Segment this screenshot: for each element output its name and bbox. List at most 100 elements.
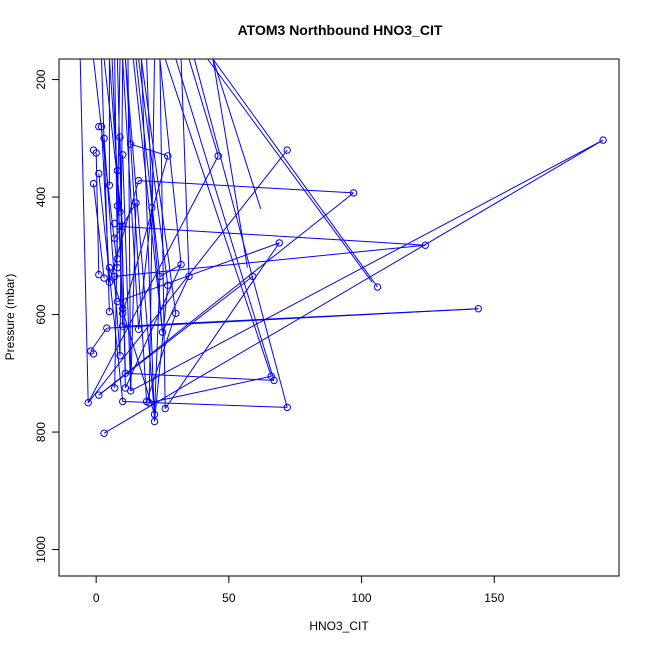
data-point [121, 369, 130, 377]
data-point [474, 305, 482, 313]
series-line-segment [151, 207, 163, 333]
data-point [113, 202, 122, 210]
series-line-segment [193, 58, 288, 408]
series-line-segment [149, 375, 272, 404]
data-point [105, 278, 114, 286]
data-point [111, 219, 119, 228]
data-point [111, 384, 119, 392]
x-axis-label: HNO3_CIT [309, 619, 369, 633]
data-point [119, 305, 127, 313]
data-point [119, 222, 127, 231]
data-point [95, 122, 103, 131]
data-point [119, 151, 127, 159]
data-point [113, 263, 122, 272]
series-line-segment [98, 173, 124, 402]
series-line-segment [159, 58, 166, 409]
data-point [116, 352, 124, 360]
data-point [150, 417, 159, 426]
data-point [142, 397, 151, 406]
series-line-segment [103, 138, 121, 356]
series-line-segment [188, 58, 219, 157]
data-point [172, 309, 180, 318]
series-line-segment [135, 58, 161, 277]
data-point [283, 146, 291, 154]
data-point [103, 324, 111, 332]
data-point [95, 391, 103, 399]
data-point [164, 152, 172, 160]
series-line-segment [146, 58, 153, 208]
series-line-segment [212, 58, 262, 209]
series-line-segment [164, 242, 280, 409]
series-line-segment [101, 58, 110, 312]
data-point [134, 176, 143, 185]
series-line-segment [108, 180, 140, 283]
series-line-segment [79, 58, 89, 403]
data-point [421, 241, 429, 249]
data-point [249, 272, 257, 281]
y-tick-label: 200 [34, 69, 48, 89]
series-line-segment [103, 58, 124, 227]
data-point [134, 325, 143, 333]
data-point [599, 136, 607, 144]
data-point [127, 140, 135, 148]
series-line-segment [122, 58, 140, 330]
data-point [119, 397, 127, 406]
series-line-segment [114, 244, 426, 277]
data-point [113, 255, 122, 263]
x-axis: 0 50 100 150 [93, 575, 505, 605]
series-line-segment [90, 327, 108, 352]
y-tick-label: 400 [34, 187, 48, 207]
series-line-segment [125, 372, 275, 381]
data-point [373, 283, 382, 291]
data-point [283, 403, 291, 412]
series-line-segment [98, 276, 254, 396]
x-tick-label: 100 [352, 591, 372, 605]
data-point [148, 203, 156, 212]
data-point [214, 152, 222, 160]
y-axis: 200 400 600 800 1000 [34, 69, 60, 563]
x-tick-label: 150 [484, 591, 504, 605]
y-tick-label: 600 [34, 304, 48, 324]
data-point [177, 260, 185, 269]
series-line-segment [180, 58, 190, 277]
series-line-segment [122, 308, 479, 327]
data-point [95, 270, 103, 279]
series-line-segment [119, 225, 426, 246]
x-tick-label: 0 [93, 591, 100, 605]
data-point [150, 410, 159, 419]
series-line-segment [138, 207, 153, 330]
data-point [132, 199, 140, 207]
series-line-segment [212, 58, 378, 288]
series-points [84, 122, 607, 437]
data-point [105, 263, 114, 272]
series-line-segment [87, 155, 219, 403]
data-point [119, 309, 127, 318]
data-point [97, 122, 106, 131]
data-point [275, 239, 283, 247]
data-point [89, 350, 98, 358]
data-point [113, 297, 122, 306]
series-line-segment [130, 139, 604, 392]
series-line-segment [95, 152, 100, 275]
data-point [89, 179, 98, 188]
series-line-segment [162, 276, 190, 333]
data-point [119, 322, 127, 330]
data-point [84, 399, 92, 407]
series-line-segment [116, 170, 124, 327]
series-line-segment [108, 267, 155, 415]
data-point [349, 189, 358, 197]
data-point [185, 272, 193, 281]
series-line-segment [122, 155, 169, 314]
series-line-segment [124, 264, 182, 389]
series-line-segment [154, 285, 169, 422]
data-point [89, 146, 98, 154]
series-line-segment [130, 202, 137, 391]
y-tick-label: 800 [34, 422, 48, 442]
series-line-segment [122, 154, 132, 391]
series-line-segment [148, 58, 155, 403]
data-point [111, 234, 119, 242]
series-line-segment [103, 139, 604, 434]
series-line-segment [212, 58, 248, 268]
series-line-segment [207, 58, 373, 283]
